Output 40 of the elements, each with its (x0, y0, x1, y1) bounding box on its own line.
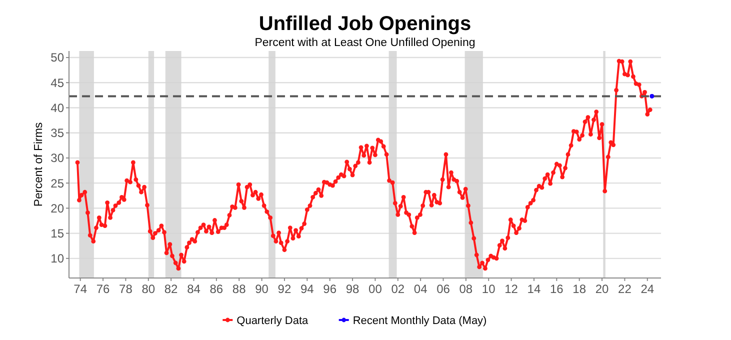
y-tick-label: 15 (50, 226, 64, 241)
y-tick-label: 20 (50, 201, 64, 216)
y-tick-label: 40 (50, 100, 64, 115)
x-tick-label: 88 (232, 282, 246, 296)
x-tick-label: 86 (210, 282, 224, 296)
y-tick-label: 10 (50, 252, 64, 266)
y-axis-title: Percent of Firms (33, 122, 45, 207)
x-tick-label: 18 (572, 282, 586, 296)
y-tick-label: 50 (50, 50, 64, 65)
x-tick-label: 06 (436, 282, 450, 296)
x-tick-label: 22 (618, 282, 632, 296)
x-tick-label: 90 (255, 282, 269, 296)
x-tick-label: 96 (323, 282, 337, 296)
x-tick-label: 76 (96, 282, 110, 296)
x-tick-label: 82 (164, 282, 178, 296)
x-tick-label: 12 (504, 282, 518, 296)
x-tick-label: 24 (640, 282, 654, 296)
legend-label: Quarterly Data (236, 314, 310, 327)
x-tick-label: 08 (459, 282, 473, 296)
y-tick-label: 25 (50, 176, 64, 190)
y-tick-label: 45 (50, 76, 64, 90)
legend-label: Recent Monthly Data (May) (352, 314, 487, 327)
x-tick-label: 92 (278, 282, 292, 296)
x-tick-label: 00 (368, 282, 382, 296)
x-tick-label: 02 (391, 282, 405, 296)
x-tick-label: 80 (142, 282, 156, 296)
y-tick-label: 35 (50, 126, 64, 140)
x-tick-label: 10 (482, 282, 496, 296)
x-tick-label: 20 (595, 282, 610, 296)
chart-subtitle: Percent with at Least One Unfilled Opening (254, 37, 476, 49)
x-tick-label: 84 (187, 282, 201, 296)
y-tick-label: 30 (50, 151, 64, 166)
x-tick-label: 74 (74, 282, 88, 296)
x-tick-label: 16 (550, 282, 564, 296)
x-tick-label: 04 (414, 282, 428, 296)
chart-title: Unfilled Job Openings (258, 13, 472, 35)
x-tick-label: 14 (527, 282, 541, 296)
x-tick-label: 94 (300, 282, 314, 296)
x-tick-label: 78 (119, 282, 133, 296)
x-tick-label: 98 (346, 282, 360, 296)
